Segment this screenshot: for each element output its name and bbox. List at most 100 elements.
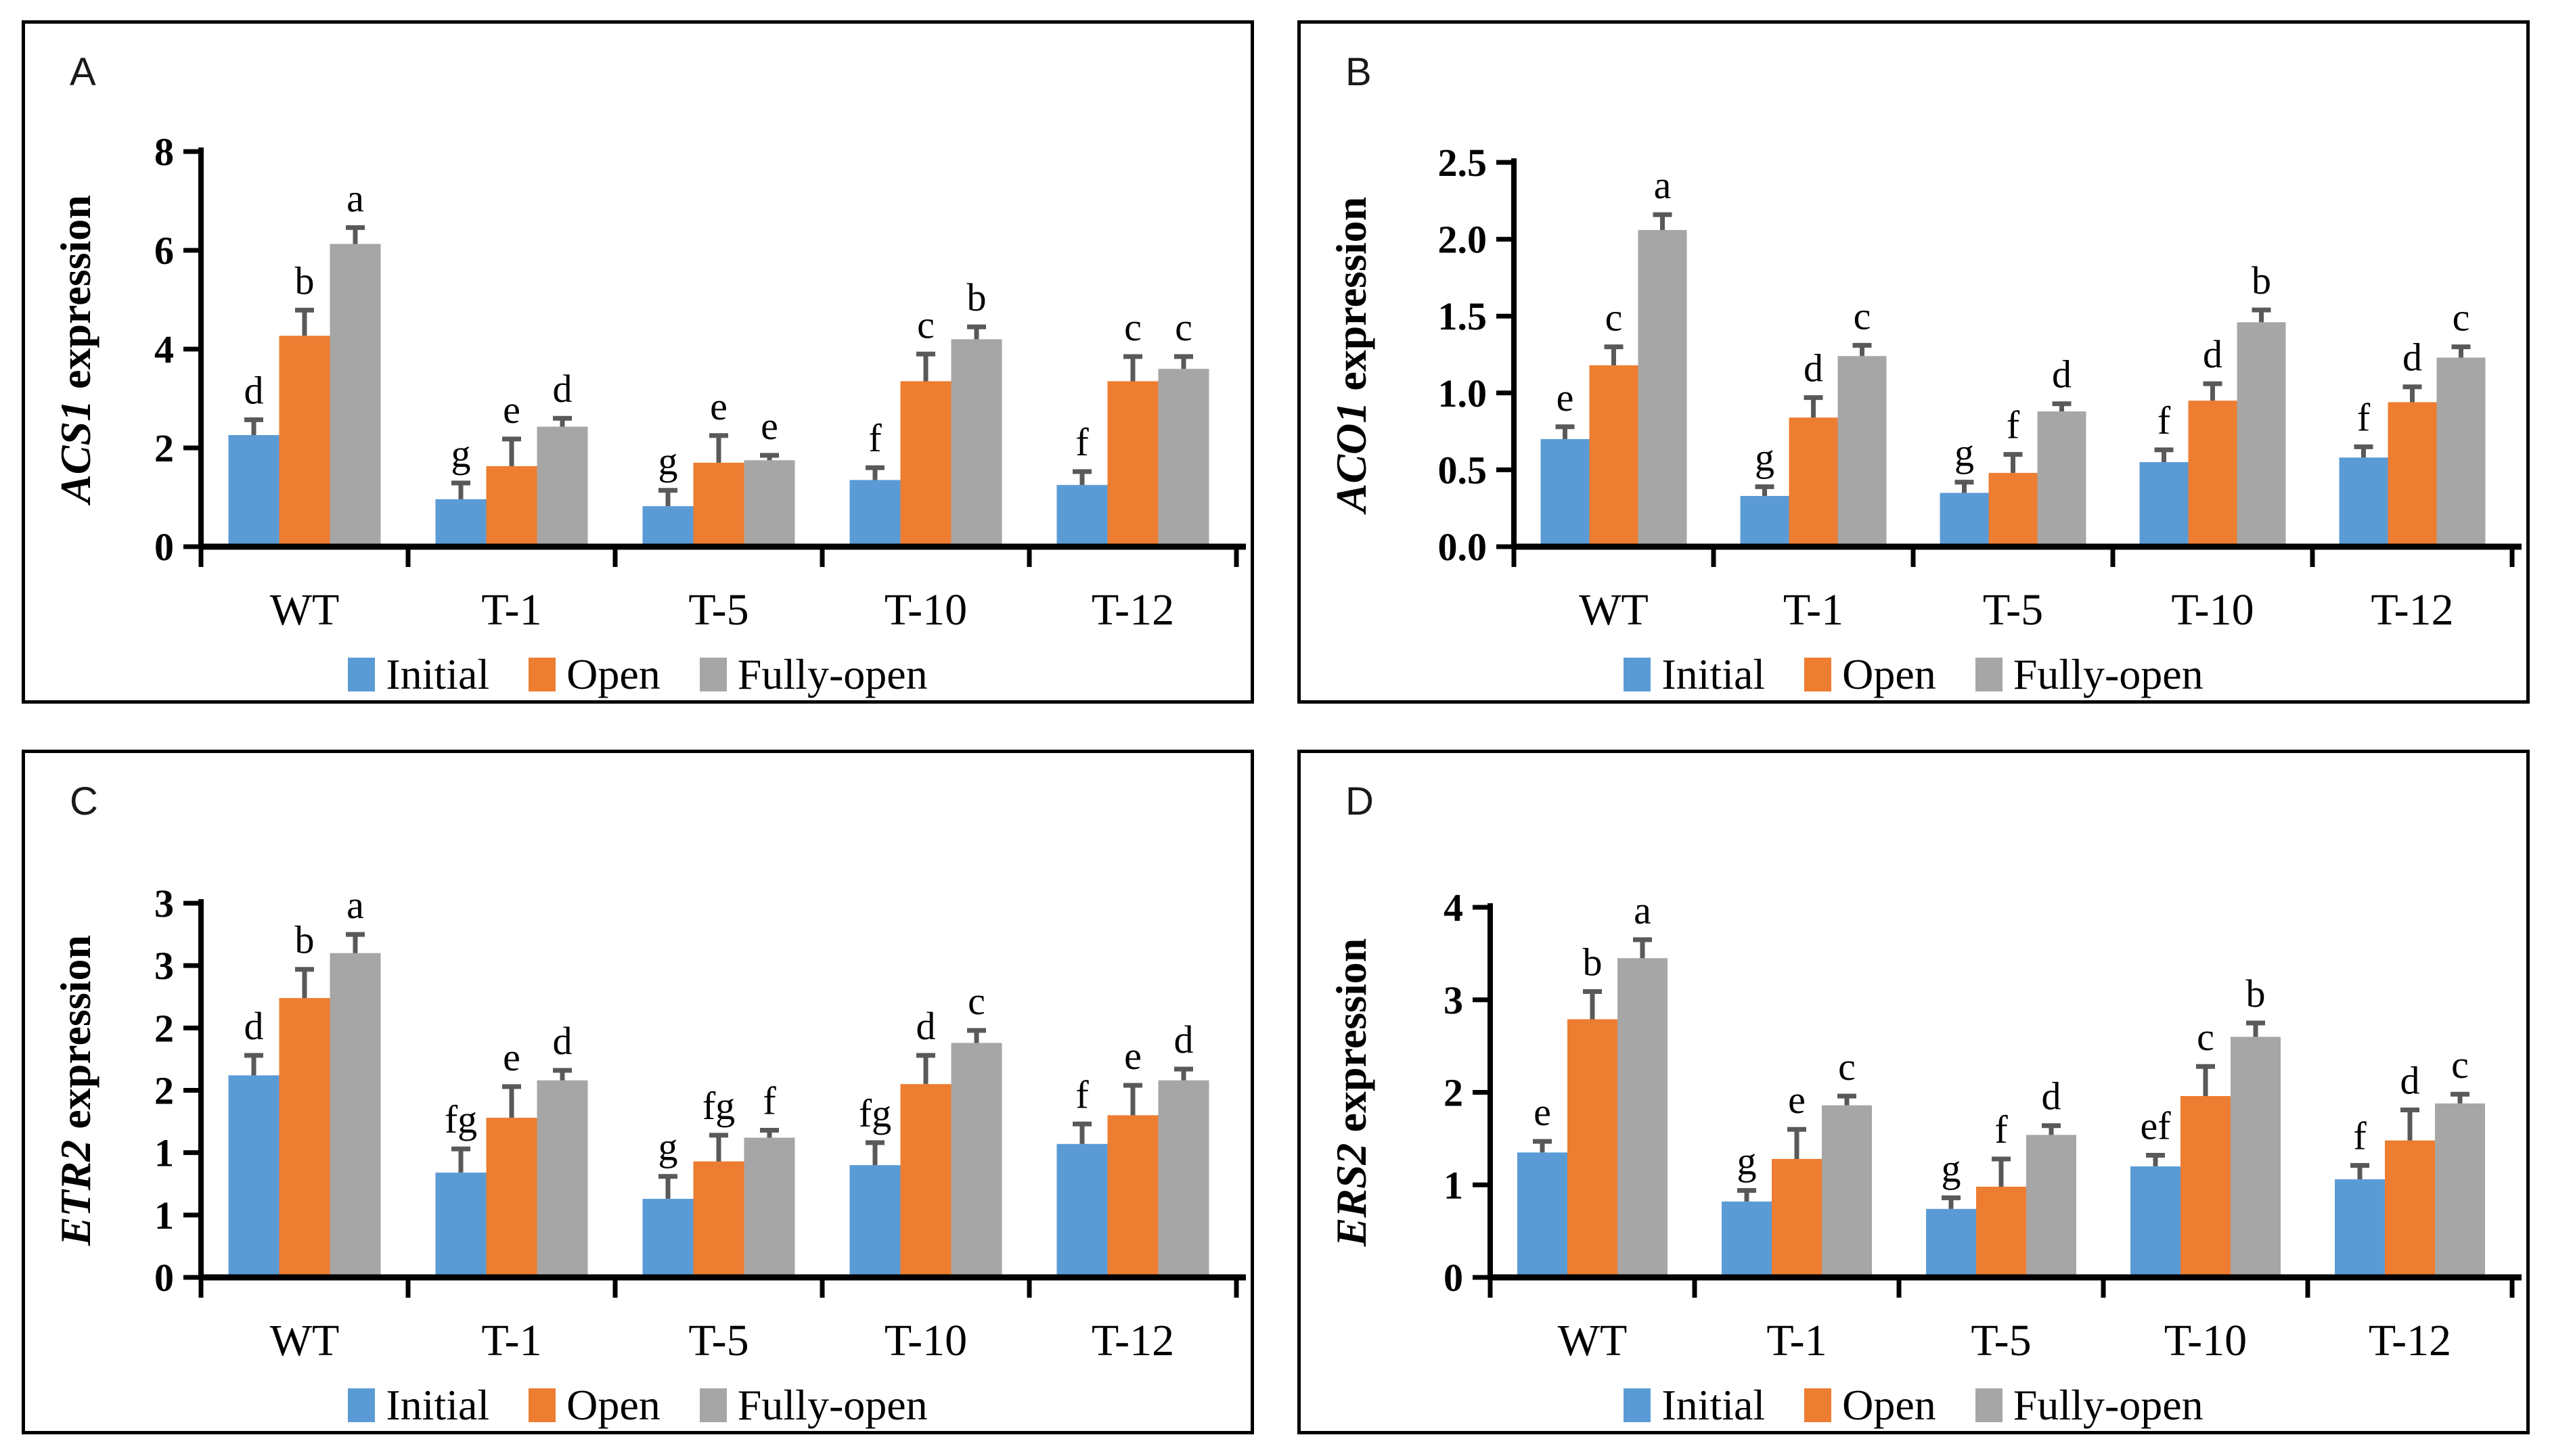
significance-letter: g [1737, 1139, 1757, 1183]
bar [228, 1075, 279, 1277]
panel-label: A [70, 50, 96, 94]
legend-item: Fully-open [699, 1380, 928, 1430]
bar [2436, 357, 2486, 547]
legend-swatch-initial [1624, 658, 1651, 691]
significance-letter: a [1654, 163, 1672, 207]
bar [1772, 1158, 1822, 1277]
significance-letter: a [1634, 888, 1651, 932]
legend-swatch-fully-open [699, 1388, 727, 1422]
legend-item: Fully-open [1975, 650, 2204, 700]
bar [693, 1161, 744, 1277]
significance-letter: c [1124, 305, 1142, 349]
legend-item: Initial [1624, 1380, 1765, 1430]
bar [2435, 1103, 2485, 1277]
bar [2335, 1179, 2385, 1277]
significance-letter: e [1557, 376, 1574, 419]
y-axis-title-rest: expression [1327, 197, 1375, 402]
significance-letter: f [868, 416, 882, 460]
legend-item: Open [529, 650, 661, 700]
significance-letter: f [1994, 1108, 2008, 1152]
significance-letter: d [2042, 1074, 2061, 1118]
category-label: T-12 [1092, 585, 1174, 635]
significance-letter: e [503, 1035, 520, 1079]
significance-letter: d [916, 1004, 936, 1048]
bar [1740, 496, 1789, 547]
legend-label: Initial [386, 1381, 490, 1429]
significance-letter: d [553, 367, 573, 411]
bar [849, 1165, 901, 1277]
legend-swatch-fully-open [1975, 658, 2003, 691]
legend-label: Initial [386, 650, 490, 698]
legend-swatch-fully-open [699, 658, 727, 691]
y-tick-label: 2 [154, 1069, 174, 1113]
legend-label: Fully-open [737, 650, 928, 698]
legend-swatch-open [1804, 658, 1832, 691]
bar [2188, 401, 2237, 547]
significance-letter: c [917, 302, 935, 346]
bar [2037, 411, 2086, 547]
significance-letter: d [1804, 346, 1823, 390]
bar [1107, 1115, 1159, 1277]
y-axis-title-gene: ERS2 [1327, 1143, 1375, 1247]
bar [1158, 369, 1209, 547]
significance-letter: d [553, 1019, 573, 1063]
legend-item: Fully-open [1975, 1380, 2204, 1430]
category-label: T-12 [2369, 1316, 2451, 1365]
significance-letter: g [658, 1125, 678, 1169]
y-tick-label: 0.0 [1438, 525, 1488, 569]
y-tick-label: 2.5 [1438, 141, 1488, 185]
panel-label: B [1345, 50, 1372, 94]
bar [537, 426, 588, 547]
significance-letter: e [761, 404, 778, 448]
y-tick-label: 2 [1444, 1071, 1463, 1115]
significance-letter: f [763, 1078, 776, 1122]
bar [2385, 1140, 2435, 1277]
significance-letter: d [244, 1004, 264, 1048]
significance-letter: d [2052, 352, 2072, 396]
bar [2231, 1037, 2281, 1277]
legend-label: Fully-open [2013, 650, 2204, 698]
bar [2130, 1166, 2180, 1277]
bar [849, 480, 901, 547]
significance-letter: e [1788, 1078, 1806, 1122]
y-tick-label: 1 [154, 1131, 174, 1175]
bar [1789, 417, 1838, 547]
significance-letter: b [295, 258, 315, 302]
category-label: WT [1579, 585, 1649, 635]
significance-letter: g [1755, 435, 1774, 479]
bar [330, 244, 381, 547]
legend-item: Initial [1624, 650, 1765, 700]
bar [1567, 1019, 1617, 1277]
significance-letter: b [967, 275, 987, 319]
bar [1638, 229, 1687, 547]
y-tick-label: 6 [154, 229, 174, 273]
significance-letter: f [1075, 420, 1089, 464]
legend-label: Fully-open [737, 1381, 928, 1429]
y-tick-label: 1 [154, 1193, 174, 1237]
significance-letter: a [346, 883, 364, 927]
bar [2388, 402, 2437, 547]
y-tick-label: 1.5 [1438, 294, 1488, 338]
category-label: WT [270, 585, 340, 635]
category-label: T-1 [481, 1316, 541, 1365]
bar [486, 466, 537, 547]
category-label: T-5 [688, 1316, 748, 1365]
significance-letter: f [1075, 1072, 1089, 1116]
bar [2139, 462, 2189, 547]
significance-letter: fg [445, 1097, 477, 1141]
legend-label: Fully-open [2013, 1381, 2204, 1429]
y-tick-label: 2.0 [1438, 218, 1488, 262]
bar [1722, 1201, 1772, 1277]
y-tick-label: 4 [154, 327, 174, 371]
figure-panel-c: C ETR2 expression 0 1 1 2 2 3 3 d fg g fg f b e fg d e a d f c… [22, 750, 1254, 1434]
significance-letter: f [2007, 403, 2020, 447]
significance-letter: d [2400, 1058, 2420, 1102]
y-axis-title: ACS1 expression [51, 195, 99, 506]
y-tick-label: 3 [154, 944, 174, 988]
significance-letter: b [2252, 258, 2271, 302]
category-label: T-10 [2164, 1316, 2247, 1365]
significance-letter: c [2451, 1043, 2469, 1087]
